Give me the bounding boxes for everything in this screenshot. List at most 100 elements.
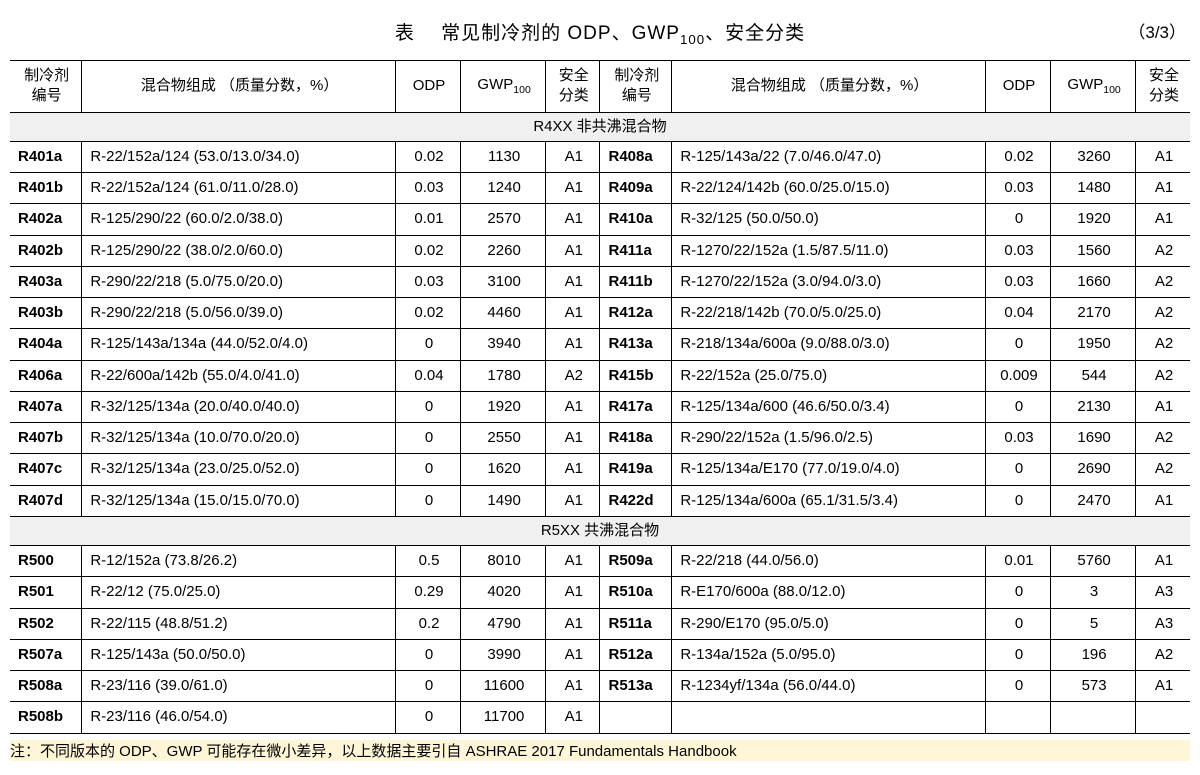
cell-gwp: 11700 [461,702,546,733]
cell-code: R510a [600,577,672,608]
cell-composition: R-22/152a/124 (61.0/11.0/28.0) [82,173,396,204]
cell-safety: A2 [1136,454,1190,485]
cell-safety: A1 [546,266,600,297]
cell-gwp: 4020 [461,577,546,608]
cell-composition: R-125/143a (50.0/50.0) [82,639,396,670]
section-heading: R4XX 非共沸混合物 [10,112,1190,141]
cell-code: R501 [10,577,82,608]
col-comp-left: 混合物组成 （质量分数，%） [82,61,396,113]
cell-composition: R-290/22/218 (5.0/75.0/20.0) [82,266,396,297]
cell-odp: 0 [985,577,1050,608]
cell-composition: R-1234yf/134a (56.0/44.0) [672,671,986,702]
cell-composition: R-32/125 (50.0/50.0) [672,204,986,235]
col-code-right: 制冷剂编号 [600,61,672,113]
cell-odp: 0.03 [985,266,1050,297]
col-comp-right: 混合物组成 （质量分数，%） [672,61,986,113]
page-container: 表 常见制冷剂的 ODP、GWP100、安全分类 （3/3） 制冷剂编号 混合物… [0,0,1200,769]
col-safety-right: 安全分类 [1136,61,1190,113]
col-gwp-pre-l: GWP [477,76,513,93]
cell-odp: 0 [985,608,1050,639]
table-row: R407aR-32/125/134a (20.0/40.0/40.0)01920… [10,391,1190,422]
table-row: R401bR-22/152a/124 (61.0/11.0/28.0)0.031… [10,173,1190,204]
cell-code: R413a [600,329,672,360]
cell-gwp: 1660 [1051,266,1136,297]
cell-composition: R-125/134a/600a (65.1/31.5/3.4) [672,485,986,516]
cell-gwp: 2550 [461,423,546,454]
cell-safety: A2 [1136,298,1190,329]
table-body: R4XX 非共沸混合物R401aR-22/152a/124 (53.0/13.0… [10,112,1190,733]
cell-odp: 0.009 [985,360,1050,391]
cell-composition: R-134a/152a (5.0/95.0) [672,639,986,670]
cell-odp: 0.2 [395,608,460,639]
cell-safety: A1 [546,173,600,204]
table-row: R404aR-125/143a/134a (44.0/52.0/4.0)0394… [10,329,1190,360]
cell-code: R403a [10,266,82,297]
cell-odp: 0.03 [985,173,1050,204]
footnote: 注：不同版本的 ODP、GWP 可能存在微小差异，以上数据主要引自 ASHRAE… [10,740,1190,761]
cell-code: R415b [600,360,672,391]
cell-composition: R-290/22/218 (5.0/56.0/39.0) [82,298,396,329]
cell-composition: R-22/115 (48.8/51.2) [82,608,396,639]
cell-composition: R-23/116 (46.0/54.0) [82,702,396,733]
cell-safety: A1 [546,454,600,485]
cell-code: R418a [600,423,672,454]
table-row: R508bR-23/116 (46.0/54.0)011700A1 [10,702,1190,733]
cell-safety: A1 [1136,204,1190,235]
cell-safety: A1 [546,702,600,733]
cell-safety: A1 [1136,671,1190,702]
cell-safety: A1 [1136,546,1190,577]
table-row: R502R-22/115 (48.8/51.2)0.24790A1R511aR-… [10,608,1190,639]
cell-code: R502 [10,608,82,639]
cell-code: R513a [600,671,672,702]
cell-odp: 0.5 [395,546,460,577]
col-odp-left: ODP [395,61,460,113]
section-header: R5XX 共沸混合物 [10,516,1190,545]
cell-code: R408a [600,141,672,172]
cell-composition: R-125/290/22 (38.0/2.0/60.0) [82,235,396,266]
table-row: R407bR-32/125/134a (10.0/70.0/20.0)02550… [10,423,1190,454]
cell-safety: A1 [546,235,600,266]
table-row: R403aR-290/22/218 (5.0/75.0/20.0)0.03310… [10,266,1190,297]
table-row: R508aR-23/116 (39.0/61.0)011600A1R513aR-… [10,671,1190,702]
cell-code: R419a [600,454,672,485]
cell-gwp: 2170 [1051,298,1136,329]
cell-composition: R-125/143a/22 (7.0/46.0/47.0) [672,141,986,172]
table-row: R406aR-22/600a/142b (55.0/4.0/41.0)0.041… [10,360,1190,391]
title-text-post: 、安全分类 [705,23,805,44]
cell-composition: R-E170/600a (88.0/12.0) [672,577,986,608]
cell-odp: 0 [395,423,460,454]
col-safety-label-r: 安全分类 [1149,67,1179,104]
cell-gwp: 2470 [1051,485,1136,516]
cell-composition: R-125/290/22 (60.0/2.0/38.0) [82,204,396,235]
cell-gwp: 3 [1051,577,1136,608]
cell-gwp: 3260 [1051,141,1136,172]
cell-safety: A1 [1136,485,1190,516]
cell-gwp: 11600 [461,671,546,702]
table-row: R500R-12/152a (73.8/26.2)0.58010A1R509aR… [10,546,1190,577]
cell-odp: 0 [395,639,460,670]
cell-odp: 0.03 [985,235,1050,266]
cell-safety: A1 [546,546,600,577]
cell-safety: A1 [546,329,600,360]
cell-composition: R-22/218 (44.0/56.0) [672,546,986,577]
cell-gwp: 4460 [461,298,546,329]
cell-safety [1136,702,1190,733]
col-code-label-r: 制冷剂编号 [614,67,659,104]
cell-odp: 0 [985,485,1050,516]
cell-composition: R-32/125/134a (10.0/70.0/20.0) [82,423,396,454]
cell-code: R412a [600,298,672,329]
cell-odp: 0.02 [395,141,460,172]
cell-gwp: 1240 [461,173,546,204]
cell-code: R403b [10,298,82,329]
cell-odp: 0.03 [395,173,460,204]
cell-safety: A1 [546,204,600,235]
cell-safety: A1 [546,298,600,329]
cell-odp: 0.04 [985,298,1050,329]
cell-odp: 0 [985,454,1050,485]
cell-composition: R-218/134a/600a (9.0/88.0/3.0) [672,329,986,360]
cell-odp: 0.04 [395,360,460,391]
cell-odp: 0 [395,671,460,702]
cell-code: R401a [10,141,82,172]
cell-safety: A1 [546,391,600,422]
cell-composition: R-290/22/152a (1.5/96.0/2.5) [672,423,986,454]
